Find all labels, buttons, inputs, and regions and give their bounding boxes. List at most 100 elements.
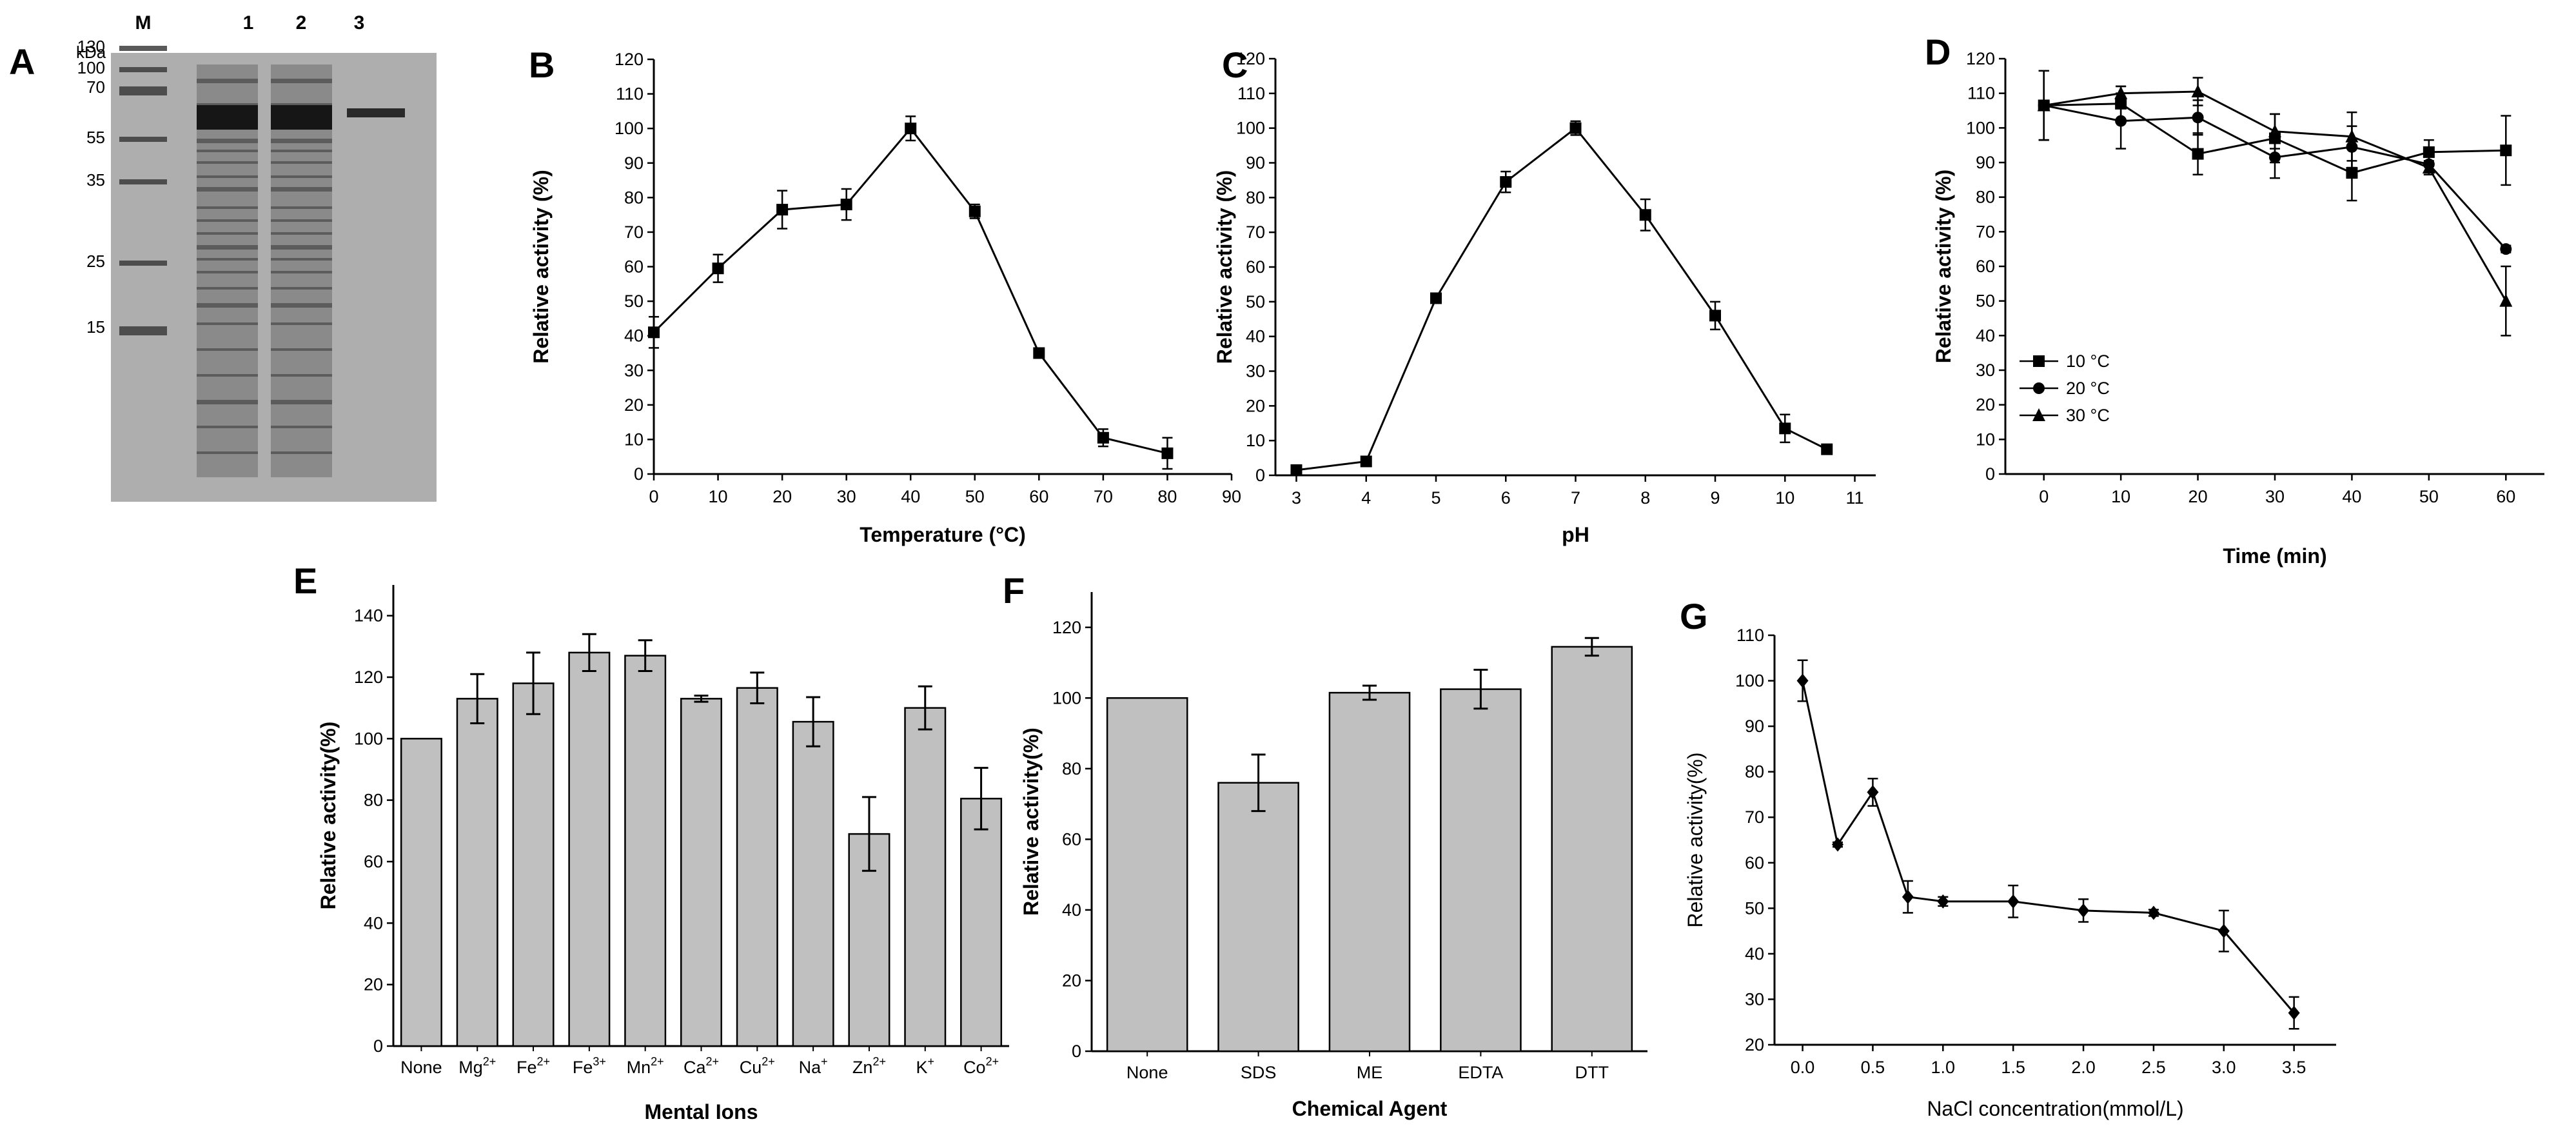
data-point — [1097, 431, 1109, 444]
y-tick-label: 40 — [1062, 900, 1081, 920]
x-tick-label: Cu2+ — [740, 1055, 775, 1077]
x-tick-label: Co2+ — [963, 1055, 999, 1077]
y-tick-label: 20 — [624, 395, 644, 415]
y-tick-label: 30 — [1745, 989, 1764, 1009]
y-tick-label: 80 — [624, 188, 644, 207]
y-tick-label: 0 — [1985, 464, 1995, 484]
y-tick-label: 90 — [624, 153, 644, 173]
gel-lane-band — [197, 175, 258, 178]
x-tick-label-base: Mn — [627, 1058, 651, 1077]
bar — [1440, 688, 1522, 1053]
y-tick-label: 100 — [354, 729, 383, 748]
y-tick-label: 110 — [616, 84, 644, 104]
gel-lane-band — [271, 258, 332, 261]
y-tick-label: 10 — [1246, 431, 1265, 450]
y-tick-label: 60 — [1062, 829, 1081, 849]
x-tick-label: None — [400, 1058, 442, 1077]
y-axis-label: Relative activity(%) — [317, 722, 340, 910]
x-tick-label: Fe2+ — [516, 1055, 550, 1077]
data-point — [2499, 293, 2513, 307]
data-point — [2346, 167, 2358, 179]
y-tick-label: 120 — [354, 667, 383, 687]
data-point — [1360, 455, 1372, 468]
y-tick-label: 50 — [1745, 898, 1764, 918]
x-tick-label: 3.5 — [2282, 1058, 2306, 1077]
data-point — [2037, 98, 2050, 112]
x-tick-label: Mg2+ — [458, 1055, 496, 1077]
x-tick-label: 9 — [1710, 488, 1720, 508]
y-tick-label: 100 — [615, 119, 644, 138]
gel-lane-band — [271, 245, 332, 250]
gel-marker-band — [119, 67, 167, 72]
gel-lane-label: 3 — [354, 12, 365, 34]
bar — [512, 682, 555, 1047]
gel-lane-band — [271, 79, 332, 83]
data-point — [2423, 146, 2435, 158]
gel-purified-band — [347, 108, 405, 117]
x-tick-label-base: Mg — [458, 1058, 483, 1077]
data-point — [2032, 408, 2045, 421]
series-line — [653, 126, 1168, 455]
gel-marker-band — [119, 261, 167, 266]
x-tick-label: 60 — [1029, 487, 1048, 506]
data-point — [2115, 115, 2127, 127]
gel-lane-band — [271, 451, 332, 454]
x-tick-label: K+ — [916, 1055, 935, 1077]
x-tick-label-base: Fe — [573, 1058, 593, 1077]
x-tick-label: 40 — [901, 487, 920, 506]
x-tick-label: 50 — [965, 487, 985, 506]
y-tick-label: 20 — [1062, 971, 1081, 990]
y-tick-label: 0 — [1255, 466, 1265, 485]
gel-lane-band — [197, 348, 258, 351]
gel-marker-label: 35 — [86, 170, 105, 190]
bar — [400, 738, 442, 1047]
y-tick-label: 70 — [1246, 222, 1265, 242]
x-tick-label-sup: + — [928, 1055, 935, 1068]
data-point — [1161, 447, 1174, 459]
gel-marker-band — [119, 46, 167, 51]
x-axis-label: NaCl concentration(mmol/L) — [1927, 1097, 2183, 1120]
x-tick-label: 80 — [1157, 487, 1177, 506]
gel-marker-band — [119, 86, 167, 95]
x-tick-label: EDTA — [1458, 1063, 1503, 1082]
gel-lane-band — [271, 322, 332, 325]
y-axis-label: Relative activity(%) — [1684, 752, 1707, 927]
data-point — [2147, 905, 2159, 920]
gel-lane-band — [197, 322, 258, 325]
x-tick-label: 0.0 — [1791, 1058, 1815, 1077]
x-tick-label: ME — [1357, 1063, 1383, 1082]
x-axis-label: Time (min) — [2223, 544, 2326, 568]
x-tick-label-base: Zn — [852, 1058, 873, 1077]
x-tick-label: 11 — [1846, 488, 1864, 508]
y-tick-label: 70 — [1745, 807, 1764, 827]
y-tick-label: 120 — [1236, 49, 1265, 68]
data-point — [1430, 292, 1442, 304]
panel-label-c: C — [1222, 44, 1248, 85]
x-tick-label-base: None — [1126, 1063, 1168, 1082]
y-tick-label: 60 — [1976, 257, 1995, 276]
data-point — [2422, 161, 2435, 174]
y-tick-label: 80 — [364, 791, 383, 810]
y-tick-label: 90 — [1976, 153, 1995, 172]
data-point — [1033, 347, 1045, 359]
data-point — [2078, 903, 2090, 918]
x-tick-label: 10 — [2111, 487, 2130, 506]
gel-lane-band — [271, 139, 332, 143]
y-tick-label: 40 — [624, 326, 644, 346]
gel-lane-label: 2 — [296, 12, 307, 34]
gel-lane-label: 1 — [243, 12, 254, 34]
panel-label-a: A — [9, 41, 35, 82]
x-tick-label-sup: 2+ — [651, 1055, 664, 1068]
x-tick-label: 10 — [1775, 488, 1794, 508]
x-tick-label: Ca2+ — [683, 1055, 719, 1077]
data-point — [2268, 124, 2281, 137]
y-tick-label: 30 — [624, 361, 644, 380]
x-axis-label: pH — [1562, 523, 1589, 546]
x-tick-label: 2.0 — [2071, 1058, 2096, 1077]
y-tick-label: 40 — [1246, 327, 1265, 346]
gel-lane-band — [271, 400, 332, 404]
x-axis-label: Chemical Agent — [1292, 1097, 1448, 1120]
data-point — [1639, 209, 1651, 221]
